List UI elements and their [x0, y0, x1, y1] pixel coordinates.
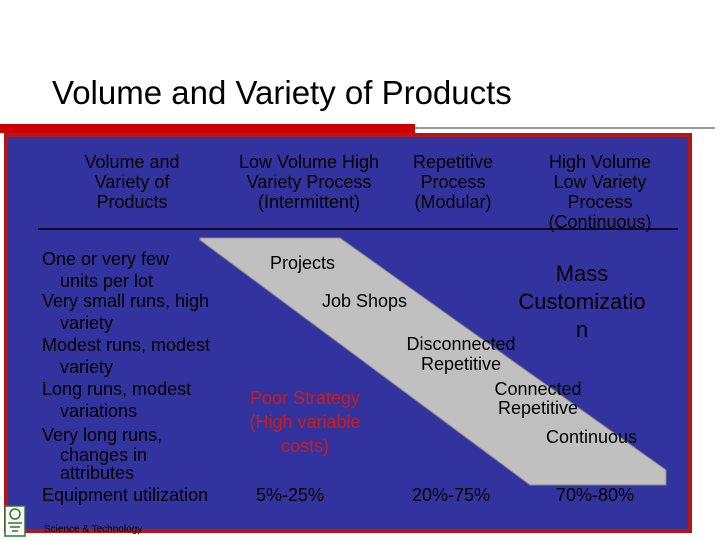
- utilization-low: 5%-25%: [256, 485, 325, 505]
- label-connected-repetitive: Connected Repetitive: [494, 379, 582, 418]
- university-logo: [4, 505, 26, 537]
- process-band: [199, 237, 667, 486]
- header-col-intermittent: Low Volume High Variety Process (Intermitt…: [238, 152, 380, 212]
- footer-caption: Science & Technology: [44, 524, 143, 535]
- label-poor-strategy: Poor Strategy (High variable costs): [249, 388, 361, 456]
- row-label-very-long-runs: Very long runs, changes in attributes: [42, 425, 163, 483]
- row-label-modest-runs: Modest runs, modest variety: [42, 335, 211, 377]
- utilization-label: Equipment utilization: [42, 485, 209, 505]
- label-continuous: Continuous: [546, 427, 638, 447]
- header-col-products: Volume and Variety of Products: [84, 152, 180, 212]
- label-disconnected-repetitive: Disconnected Repetitive: [406, 334, 516, 374]
- row-label-small-runs: Very small runs, high variety: [42, 291, 210, 333]
- title-accent-line: [415, 127, 715, 129]
- title-accent-bar: [0, 124, 415, 133]
- label-projects: Projects: [270, 253, 336, 273]
- panel-right-margin: [692, 133, 716, 540]
- label-mass-customization: Mass Customizatio n: [518, 261, 646, 342]
- slide-title: Volume and Variety of Products: [52, 74, 512, 111]
- panel-bottom-margin: [0, 533, 720, 540]
- utilization-high: 70%-80%: [556, 485, 635, 505]
- label-job-shops: Job Shops: [322, 291, 408, 311]
- row-label-long-runs: Long runs, modest variations: [42, 379, 192, 421]
- row-label-few-units: One or very few units per lot: [42, 249, 170, 291]
- header-col-modular: Repetitive Process (Modular): [412, 152, 494, 212]
- utilization-mid: 20%-75%: [412, 485, 491, 505]
- header-col-continuous: High Volume Low Variety Process (Continuous…: [548, 152, 652, 232]
